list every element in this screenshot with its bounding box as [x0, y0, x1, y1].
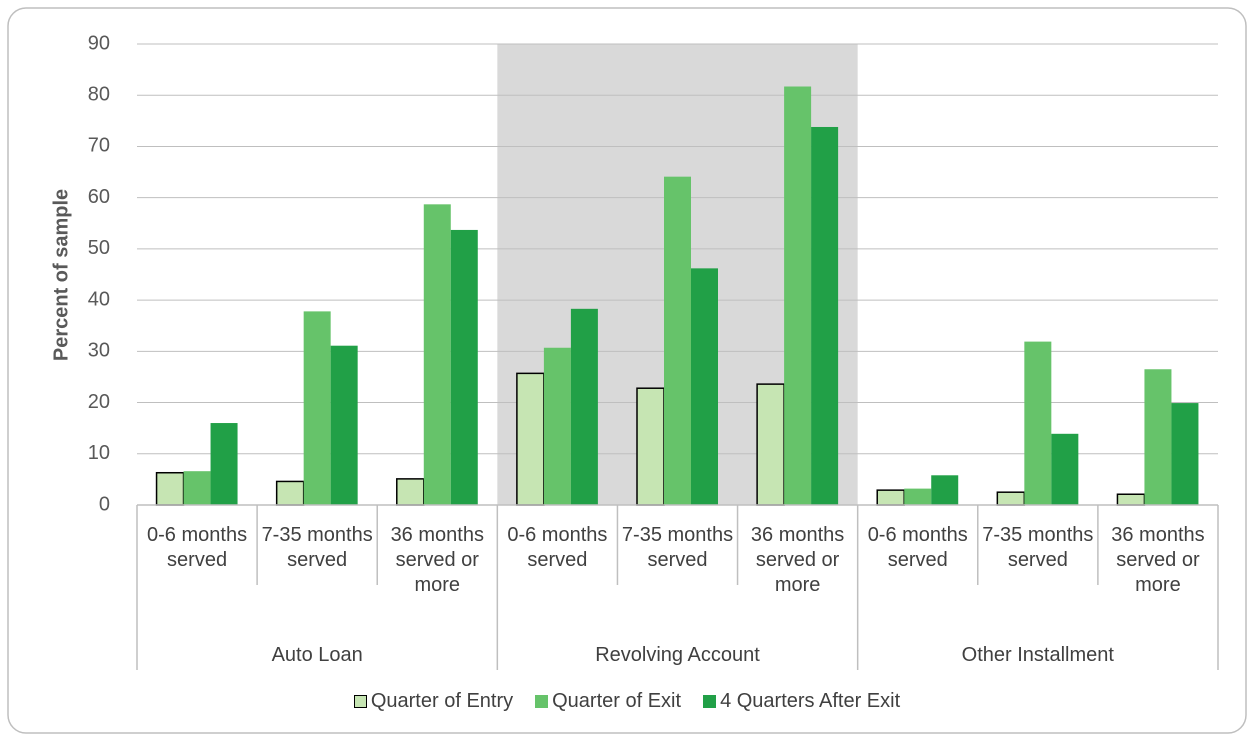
bar	[303, 311, 331, 505]
group-label: Auto Loan	[271, 644, 363, 666]
x-tick-label: 0-6 months served	[867, 524, 968, 571]
x-tick-label: 36 months served or more	[750, 524, 845, 596]
y-tick-label: 10	[88, 442, 110, 464]
legend-label: Quarter of Exit	[552, 690, 682, 712]
y-tick-label: 80	[88, 84, 110, 106]
legend-label: 4 Quarters After Exit	[720, 690, 901, 712]
bar	[1116, 493, 1146, 506]
bar	[1144, 369, 1172, 505]
bar	[423, 204, 451, 505]
bar	[450, 229, 478, 506]
y-tick-label: 50	[88, 237, 110, 259]
legend-item: Quarter of Exit	[535, 690, 681, 713]
bar	[183, 471, 211, 505]
x-tick-label: 36 months served or more	[390, 524, 484, 596]
y-tick-label: 90	[88, 32, 110, 54]
x-tick-label: 0-6 months served	[147, 524, 248, 571]
legend-swatch	[703, 695, 717, 708]
y-tick-label: 60	[88, 186, 110, 208]
bar	[155, 471, 185, 506]
bar	[664, 176, 691, 505]
bar	[275, 480, 305, 506]
bar	[543, 347, 571, 505]
bar	[516, 372, 545, 506]
x-tick-label: 0-6 months served	[507, 524, 608, 571]
y-tick-label: 0	[99, 493, 110, 515]
bar	[691, 268, 718, 505]
bar	[876, 489, 905, 506]
y-tick-label: 70	[88, 135, 110, 157]
bar	[756, 383, 785, 506]
group-label: Other Installment	[961, 644, 1114, 666]
y-axis-label: Percent of sample	[50, 189, 72, 361]
bar	[784, 86, 812, 506]
bar	[210, 423, 238, 505]
legend: Quarter of Entry Quarter of Exit 4 Quarter…	[0, 690, 1254, 713]
x-tick-label: 36 months served or more	[1111, 524, 1205, 596]
bar	[996, 491, 1026, 506]
y-tick-label: 20	[88, 391, 110, 413]
x-tick-label: 7-35 months served	[621, 524, 734, 571]
bar	[931, 475, 959, 505]
bar	[1024, 341, 1052, 505]
legend-item: 4 Quarters After Exit	[703, 690, 900, 713]
bar	[636, 387, 665, 506]
bar	[1051, 433, 1079, 505]
bar	[811, 126, 839, 505]
legend-swatch	[353, 695, 367, 708]
x-tick-label: 7-35 months served	[261, 524, 373, 571]
bar	[330, 345, 358, 505]
group-label: Revolving Account	[595, 644, 760, 666]
bar	[396, 478, 425, 506]
y-tick-label: 30	[88, 340, 110, 362]
bar	[1171, 403, 1199, 505]
y-tick-label: 40	[88, 288, 110, 310]
bar	[904, 488, 932, 505]
bar	[570, 308, 598, 505]
x-tick-label: 7-35 months served	[982, 524, 1094, 571]
legend-swatch	[535, 695, 549, 708]
legend-label: Quarter of Entry	[370, 690, 514, 712]
legend-item: Quarter of Entry	[353, 690, 514, 713]
